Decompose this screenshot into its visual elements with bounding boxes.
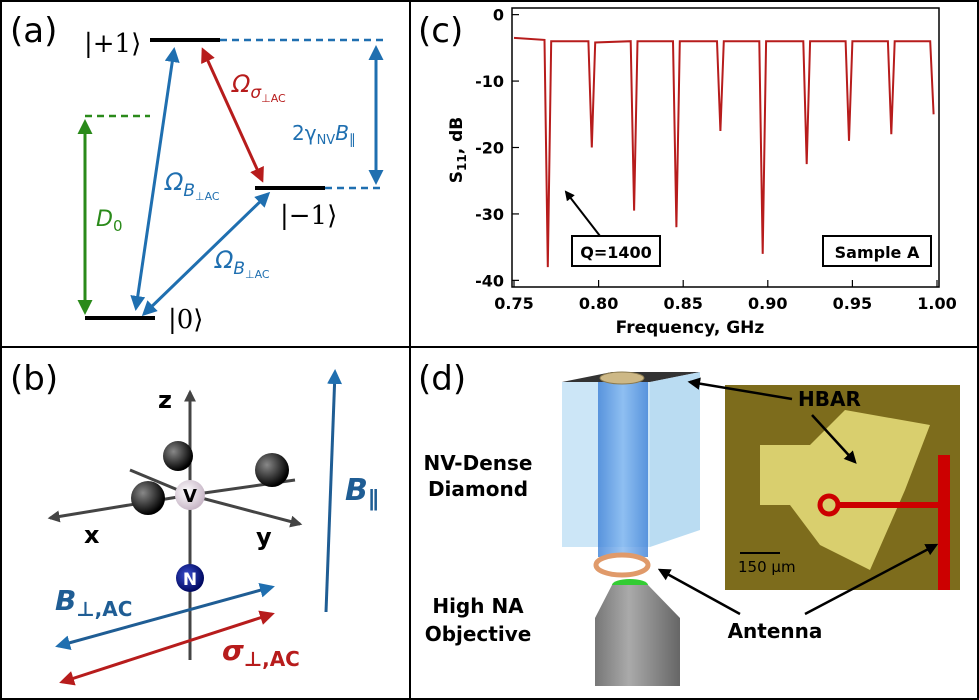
atom-label: N [183, 570, 197, 590]
symbol-part: ∥ [368, 487, 379, 512]
y-tick-label: -40 [475, 271, 504, 290]
y-tick-label: -20 [475, 139, 504, 158]
symbol: σ⊥,AC [222, 634, 300, 671]
label: NV-Dense [424, 451, 533, 475]
symbol: 2γNVB∥ [292, 121, 356, 148]
panel-d: (d) 150 μm HBAR NV-Dense Diamond High NA… [418, 359, 960, 686]
panel-a: (a) |+1⟩ |−1⟩ |0⟩ D0 Ωσ⊥AC 2γNVB∥ ΩB⊥AC … [10, 11, 383, 335]
symbol: ΩB⊥AC [214, 246, 270, 281]
antenna [596, 555, 648, 575]
symbol-part: B [233, 259, 245, 279]
objective [595, 618, 680, 686]
annotation: Sample A [835, 243, 920, 262]
axis-label: x [84, 521, 100, 549]
symbol-part: ∥ [349, 132, 356, 148]
y-axis-label: S11, dB [447, 117, 469, 183]
label: Objective [425, 622, 532, 646]
x-tick-label: 0.80 [579, 294, 618, 313]
panel-c: (c) Frequency, GHz S11, dB 0.75 0.80 0.85 0… [418, 6, 957, 338]
annotation-arrow [566, 192, 600, 236]
atom [255, 453, 289, 487]
symbol-part: B [345, 473, 368, 508]
beam [598, 382, 648, 557]
y-tick-label: -10 [475, 72, 504, 91]
figure: (a) |+1⟩ |−1⟩ |0⟩ D0 Ωσ⊥AC 2γNVB∥ ΩB⊥AC … [0, 0, 979, 700]
axis [50, 495, 190, 518]
symbol: ΩB⊥AC [164, 168, 220, 203]
symbol-part: 0 [113, 217, 123, 235]
panel-label: (d) [418, 359, 466, 399]
symbol-part: σ [222, 634, 244, 667]
symbol-part: B [55, 584, 76, 617]
scale-bar-label: 150 μm [738, 558, 796, 576]
arrow [326, 372, 335, 612]
axis [190, 495, 300, 524]
symbol: D0 [96, 207, 123, 235]
state-label: |+1⟩ [84, 29, 141, 59]
symbol-part: NV [317, 133, 336, 148]
symbol: B⊥,AC [55, 584, 132, 621]
objective [595, 585, 680, 618]
symbol-part: Ω [214, 246, 234, 274]
atom [131, 481, 165, 515]
state-label: |0⟩ [168, 305, 203, 335]
x-tick-label: 1.00 [917, 294, 956, 313]
atom-label: V [183, 486, 197, 507]
symbol-part: ⊥AC [245, 268, 270, 281]
axis-label: y [256, 523, 272, 551]
x-tick-label: 0.75 [494, 294, 533, 313]
panel-label: (c) [418, 11, 463, 51]
x-axis-label: Frequency, GHz [616, 318, 765, 338]
label-part: , dB [447, 117, 467, 155]
y-tick-label: 0 [493, 6, 504, 25]
symbol-part: Ω [231, 70, 251, 98]
panel-b: (b) V N z x y B∥ B⊥,AC σ⊥,AC [10, 359, 379, 682]
symbol: B∥ [345, 473, 379, 512]
x-tick-label: 0.90 [748, 294, 787, 313]
panel-label: (b) [10, 359, 58, 399]
symbol-part: ⊥AC [195, 190, 220, 203]
symbol-part: D [96, 207, 113, 232]
label: Diamond [428, 477, 528, 501]
data-line [514, 38, 934, 267]
axis-label: z [158, 386, 172, 414]
symbol-part: B [335, 121, 349, 145]
annotation: Q=1400 [580, 243, 652, 262]
symbol-part: ⊥,AC [76, 597, 132, 621]
label-part: 11 [455, 154, 469, 171]
symbol-part: B [183, 181, 195, 201]
hbar [600, 372, 644, 384]
label: Antenna [728, 619, 823, 643]
diamond-side [650, 372, 700, 547]
symbol-part: ⊥AC [261, 92, 286, 105]
label-part: S [447, 171, 467, 183]
label: High NA [432, 594, 524, 618]
x-tick-label: 0.95 [833, 294, 872, 313]
panel-label: (a) [10, 11, 57, 51]
symbol-part: ⊥,AC [244, 647, 300, 671]
symbol: Ωσ⊥AC [231, 70, 286, 105]
y-tick-label: -30 [475, 205, 504, 224]
arrow [144, 194, 268, 314]
label: HBAR [798, 387, 861, 411]
symbol-part: Ω [164, 168, 184, 196]
antenna-bar [938, 455, 950, 590]
atom [163, 441, 193, 471]
antenna-line [837, 502, 941, 508]
state-label: |−1⟩ [280, 201, 337, 231]
symbol-part: 2γ [292, 121, 317, 145]
x-tick-label: 0.85 [663, 294, 702, 313]
